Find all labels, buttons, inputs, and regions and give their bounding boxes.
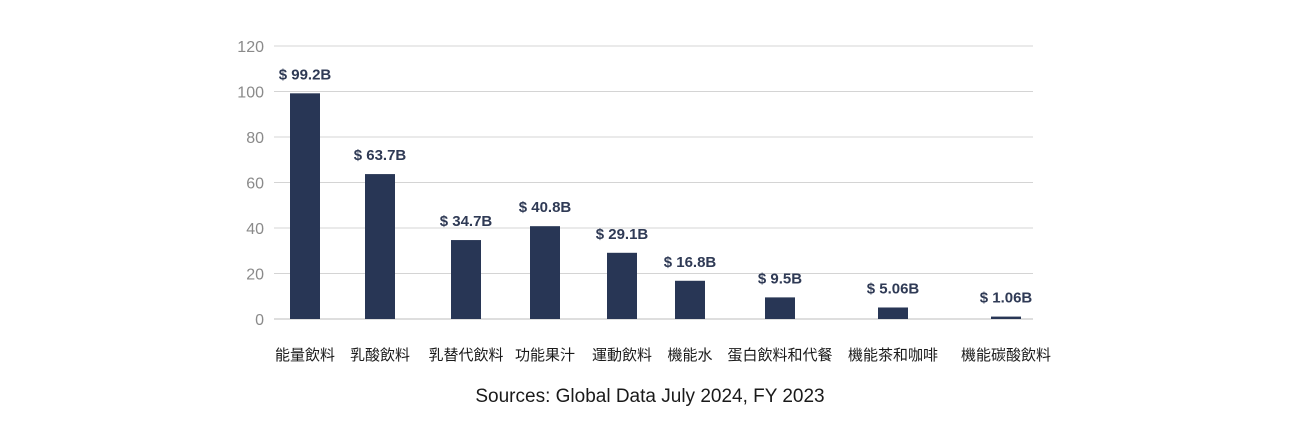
x-tick-label: 機能茶和咖啡: [848, 346, 938, 364]
y-tick-label: 40: [246, 221, 264, 238]
x-tick-label: 機能水: [667, 346, 712, 364]
bar: [530, 226, 560, 319]
data-label: $ 63.7B: [354, 147, 407, 164]
x-tick-label: 運動飲料: [592, 346, 652, 364]
data-label: $ 29.1B: [596, 226, 649, 243]
bar: [451, 240, 481, 319]
x-tick-label: 功能果汁: [515, 346, 575, 364]
bar: [765, 297, 795, 319]
data-label: $ 99.2B: [279, 66, 332, 83]
x-tick-label: 能量飲料: [275, 346, 335, 364]
x-tick-label: 乳酸飲料: [350, 346, 410, 364]
y-tick-label: 60: [246, 176, 264, 193]
bar: [607, 252, 637, 319]
source-note: Sources: Global Data July 2024, FY 2023: [475, 386, 825, 407]
y-tick-label: 20: [246, 267, 264, 284]
y-tick-label: 80: [246, 130, 264, 147]
bar: [365, 174, 395, 319]
bar: [675, 280, 705, 319]
y-tick-label: 100: [237, 85, 264, 102]
x-tick-label: 機能碳酸飲料: [961, 346, 1051, 364]
data-label: $ 16.8B: [664, 254, 717, 271]
data-label: $ 34.7B: [440, 213, 493, 230]
bar: [878, 307, 908, 319]
bar: [991, 316, 1021, 319]
x-tick-label: 乳替代飲料: [428, 346, 503, 364]
y-tick-label: 120: [237, 39, 264, 56]
data-label: $ 9.5B: [758, 270, 802, 287]
bar: [290, 93, 320, 319]
x-tick-label: 蛋白飲料和代餐: [727, 346, 832, 364]
y-tick-label: 0: [255, 312, 264, 329]
data-label: $ 5.06B: [867, 280, 920, 297]
data-label: $ 1.06B: [980, 290, 1033, 307]
data-label: $ 40.8B: [519, 199, 572, 216]
